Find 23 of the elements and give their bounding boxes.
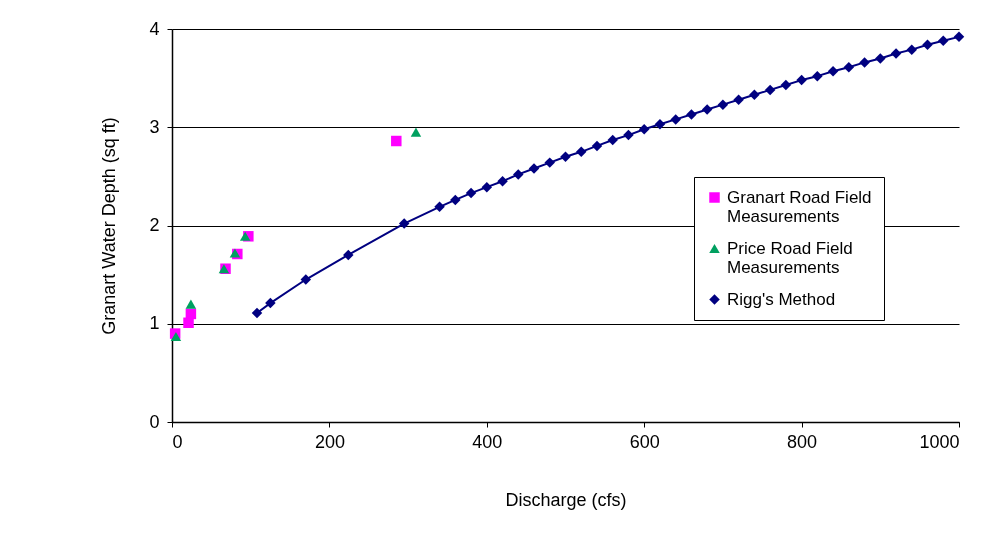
y-tick-label: 0 bbox=[149, 411, 160, 432]
x-tick-label: 800 bbox=[787, 431, 818, 452]
point bbox=[239, 231, 251, 241]
y-tick-label: 1 bbox=[149, 313, 160, 334]
legend-label: Price Road Field Measurements bbox=[727, 238, 853, 277]
point bbox=[185, 308, 197, 320]
x-axis-title: Discharge (cfs) bbox=[505, 489, 627, 510]
x-tick-label: 1000 bbox=[919, 431, 960, 452]
point bbox=[953, 31, 965, 43]
y-tick-label: 3 bbox=[149, 116, 160, 137]
y-axis-title: Granart Water Depth (sq ft) bbox=[99, 117, 120, 335]
x-tick-label: 600 bbox=[629, 431, 660, 452]
point bbox=[391, 135, 402, 147]
y-tick-label: 4 bbox=[149, 18, 160, 39]
point bbox=[251, 307, 263, 319]
x-tick-label: 200 bbox=[314, 431, 345, 452]
x-tick-label: 0 bbox=[172, 431, 183, 452]
y-tick-label: 2 bbox=[149, 215, 160, 235]
legend-label: Rigg's Method bbox=[727, 289, 836, 309]
x-tick-label: 400 bbox=[472, 431, 503, 452]
point bbox=[410, 127, 422, 137]
legend-label: Granart Road Field Measurements bbox=[727, 187, 872, 226]
point bbox=[185, 299, 197, 309]
